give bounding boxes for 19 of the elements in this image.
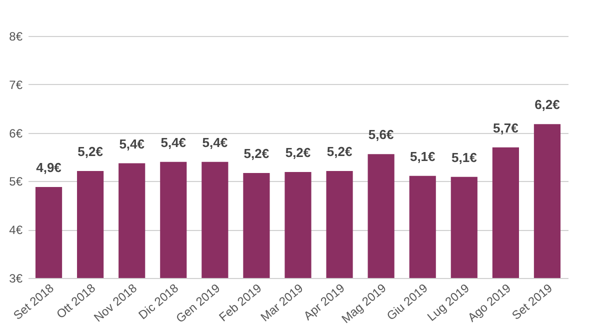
y-tick-label: 5€ [9,174,23,189]
data-label: 5,2€ [326,144,352,160]
data-label: 5,4€ [119,136,144,152]
data-label: 5,4€ [160,134,186,150]
data-label: 5,4€ [202,134,228,150]
data-label: 5,2€ [78,144,103,160]
data-label: 6,2€ [534,97,560,112]
data-label: 5,7€ [493,120,518,136]
y-tick-label: 4€ [9,223,23,238]
data-label: 5,6€ [368,127,394,142]
y-tick-label: 8€ [9,30,23,44]
data-label: 5,2€ [285,145,311,160]
y-tick-label: 6€ [9,126,23,140]
y-tick-label: 7€ [9,78,23,92]
data-label: 4,9€ [36,160,62,176]
data-label: 5,1€ [410,148,436,164]
y-tick-label: 3€ [9,272,23,286]
data-label: 5,1€ [452,150,477,165]
data-label: 5,2€ [244,146,270,161]
